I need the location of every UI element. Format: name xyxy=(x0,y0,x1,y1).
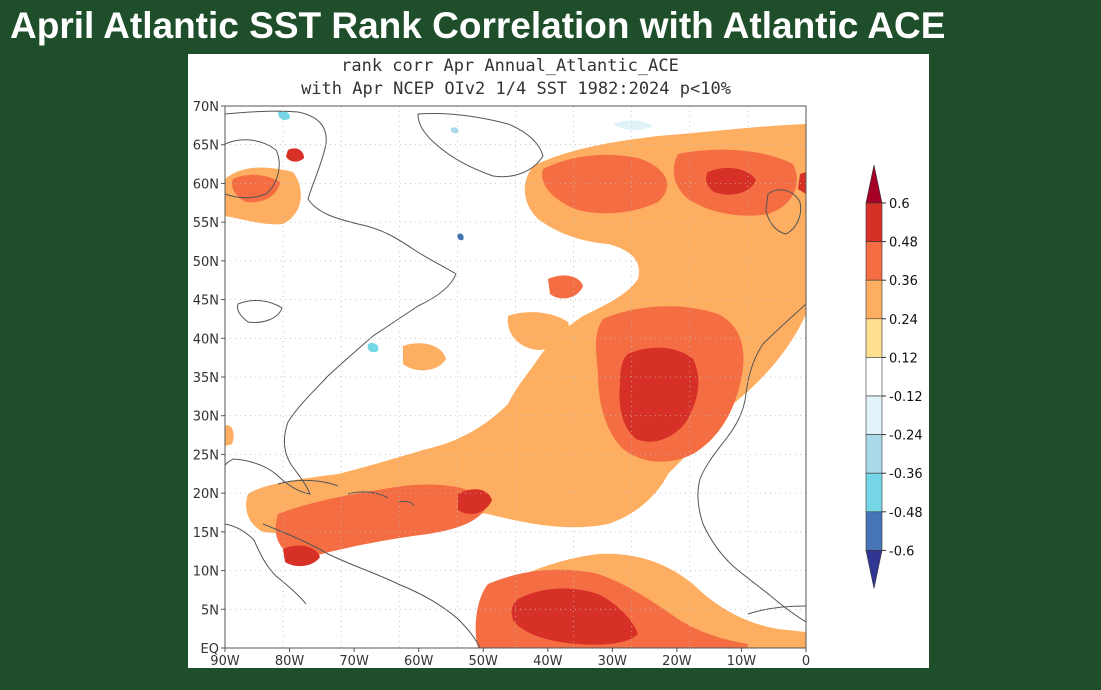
central-america-coastline xyxy=(225,523,307,605)
lon-tick-label: 10W xyxy=(727,654,757,668)
colorbar-swatch xyxy=(865,202,883,242)
lat-tick-label: 20N xyxy=(193,487,219,502)
contour-band-negative xyxy=(278,110,653,353)
colorbar-swatch xyxy=(865,511,883,551)
colorbar-label: 0.24 xyxy=(889,313,918,328)
lat-tick-label: 30N xyxy=(193,410,219,425)
lat-tick-label: 10N xyxy=(193,565,219,580)
map-panel: rank corr Apr Annual_Atlantic_ACE with A… xyxy=(188,54,929,668)
lat-tick-label: 45N xyxy=(193,294,219,309)
colorbar-label: 0.36 xyxy=(889,274,918,289)
colorbar-swatch xyxy=(865,395,883,435)
contour-band-0-48-0-6 xyxy=(283,148,806,645)
colorbar-label: -0.12 xyxy=(889,390,923,405)
colorbar-swatch xyxy=(865,241,883,281)
lon-tick-label: 40W xyxy=(533,654,563,668)
lat-tick-label: 50N xyxy=(193,255,219,270)
correlation-map: rank corr Apr Annual_Atlantic_ACE with A… xyxy=(193,56,923,668)
hudson-bay-coastline xyxy=(225,139,280,199)
colorbar-label: -0.6 xyxy=(889,544,914,559)
lat-tick-label: 40N xyxy=(193,332,219,347)
lon-tick-label: 60W xyxy=(404,654,434,668)
colorbar-label: 0.12 xyxy=(889,351,918,366)
lat-tick-label: 35N xyxy=(193,371,219,386)
map-title-line-1: rank corr Apr Annual_Atlantic_ACE xyxy=(341,56,679,76)
colorbar-swatch xyxy=(865,279,883,320)
slide-title: April Atlantic SST Rank Correlation with… xyxy=(10,5,946,46)
lon-tick-label: 20W xyxy=(662,654,692,668)
longitude-axis: 90W 80W 70W 60W 50W 40W 30W 20W 10W 0 xyxy=(210,648,810,668)
colorbar-swatch xyxy=(865,434,883,474)
north-america-coastline xyxy=(225,110,457,495)
lon-tick-label: 90W xyxy=(210,654,240,668)
colorbar-max-triangle xyxy=(865,164,883,204)
colorbar-min-triangle xyxy=(865,550,883,589)
colorbar-label: -0.24 xyxy=(889,429,923,444)
africa-gulf-coastline xyxy=(747,605,806,615)
lat-tick-label: 65N xyxy=(193,139,219,154)
lat-tick-label: 60N xyxy=(193,177,219,192)
great-lakes-coastline xyxy=(237,300,283,323)
lat-tick-label: 55N xyxy=(193,216,219,231)
colorbar-label: 0.6 xyxy=(889,197,910,212)
map-title-line-2: with Apr NCEP OIv2 1/4 SST 1982:2024 p<1… xyxy=(301,79,731,99)
latitude-axis: 70N 65N 60N 55N 50N 45N 40N 35N 30N 25N 20N 15N 10N 5… xyxy=(193,100,225,657)
colorbar: 0.6 0.48 0.36 0.24 0.12 -0.12 -0.24 -0.36 -0.48 -… xyxy=(865,164,923,589)
lon-tick-label: 0 xyxy=(802,654,810,668)
colorbar-label: 0.48 xyxy=(889,236,918,251)
lon-tick-label: 80W xyxy=(275,654,305,668)
caribbean-islands-coastline xyxy=(277,479,415,507)
lon-tick-label: 50W xyxy=(469,654,499,668)
lat-tick-label: EQ xyxy=(201,642,219,657)
colorbar-label: -0.48 xyxy=(889,506,923,521)
colorbar-swatch xyxy=(865,472,883,513)
south-america-coastline xyxy=(262,523,481,648)
lat-tick-label: 15N xyxy=(193,526,219,541)
lat-tick-label: 25N xyxy=(193,448,219,463)
iberia-africa-coastline xyxy=(697,303,806,623)
map-gridlines xyxy=(225,106,806,648)
lat-tick-label: 5N xyxy=(201,603,219,618)
coastlines xyxy=(225,110,806,648)
lon-tick-label: 30W xyxy=(598,654,628,668)
colorbar-label: -0.36 xyxy=(889,467,923,482)
lon-tick-label: 70W xyxy=(339,654,369,668)
colorbar-swatch xyxy=(865,318,883,358)
europe-coastline xyxy=(765,189,802,235)
greenland-coastline xyxy=(417,113,544,178)
lat-tick-label: 70N xyxy=(193,100,219,115)
colorbar-swatch xyxy=(865,357,883,397)
